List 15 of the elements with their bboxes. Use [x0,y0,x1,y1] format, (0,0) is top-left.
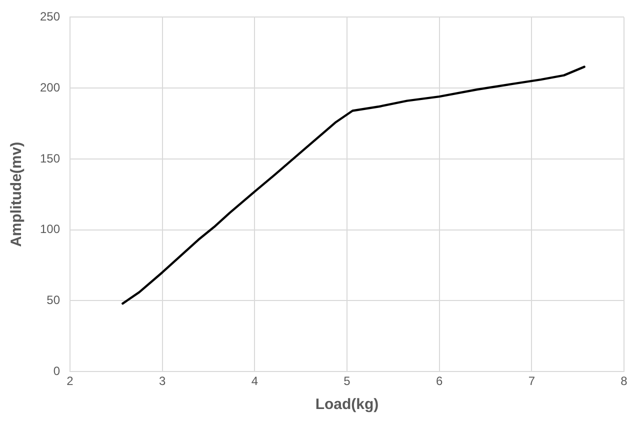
y-tick-label: 50 [46,293,60,308]
y-axis-title: Amplitude(mv) [8,142,26,247]
x-tick-label: 6 [436,374,443,388]
x-tick-label: 4 [251,374,258,388]
x-tick-label: 5 [344,374,351,388]
x-tick-label: 8 [620,374,628,388]
x-tick-label: 7 [528,374,536,388]
y-tick-label: 250 [40,10,60,24]
x-axis-title: Load(kg) [315,396,379,414]
y-tick-label: 100 [40,222,60,236]
x-tick-label: 2 [66,374,74,388]
x-tick-label: 3 [159,374,166,388]
y-tick-label: 150 [40,151,60,166]
y-tick-label: 0 [53,364,60,378]
y-tick-label: 200 [40,80,60,94]
